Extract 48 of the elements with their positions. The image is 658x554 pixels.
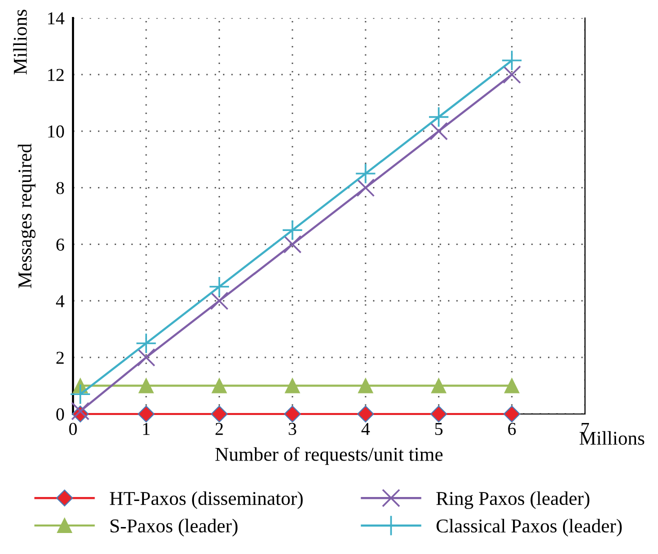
point — [138, 406, 155, 422]
point — [356, 178, 375, 197]
point — [282, 220, 303, 241]
point — [210, 292, 228, 310]
x-tick-label: 1 — [143, 422, 150, 435]
point — [284, 406, 301, 422]
x-tick-label: 6 — [508, 422, 516, 436]
point — [283, 235, 302, 254]
x-tick-label: 2 — [216, 422, 223, 435]
y-axis-title: Messages required — [18, 144, 36, 288]
x-axis-title: Number of requests/unit time — [215, 447, 443, 465]
text: Millions — [13, 10, 27, 74]
point — [358, 378, 374, 394]
y-tick-label: 4 — [56, 295, 64, 308]
y-tick-label: 8 — [56, 182, 64, 194]
point — [430, 406, 448, 422]
legend-label: S-Paxos (leader) — [110, 518, 238, 536]
point — [284, 378, 300, 394]
point — [357, 406, 374, 422]
point — [502, 65, 522, 84]
point — [208, 276, 230, 298]
point — [355, 163, 376, 184]
x-tick-label: 3 — [288, 422, 296, 436]
point — [501, 50, 522, 71]
point — [428, 106, 450, 128]
y-tick-label: 10 — [48, 125, 64, 138]
point — [70, 384, 91, 405]
point — [136, 332, 157, 354]
point — [503, 406, 520, 422]
legend-label: Classical Paxos (leader) — [436, 518, 622, 536]
x-tick-label: 0 — [69, 422, 77, 436]
y-tick-label: 2 — [56, 352, 64, 364]
x-tick-label: 4 — [361, 422, 370, 435]
point — [430, 122, 448, 140]
point — [138, 378, 154, 394]
y-tick-label: 12 — [48, 68, 64, 81]
point — [136, 348, 156, 367]
legend-label: HT-Paxos (disseminator) — [110, 491, 303, 509]
point — [71, 402, 90, 420]
y-tick-label: 6 — [56, 238, 64, 251]
point — [212, 378, 227, 394]
point — [431, 378, 446, 394]
legend-label: Ring Paxos (leader) — [436, 491, 590, 510]
point — [210, 406, 228, 422]
x-tick-label: 5 — [435, 423, 443, 436]
y-tick-label: 0 — [56, 408, 64, 420]
y-tick-label: 14 — [48, 12, 64, 24]
point — [504, 378, 520, 394]
